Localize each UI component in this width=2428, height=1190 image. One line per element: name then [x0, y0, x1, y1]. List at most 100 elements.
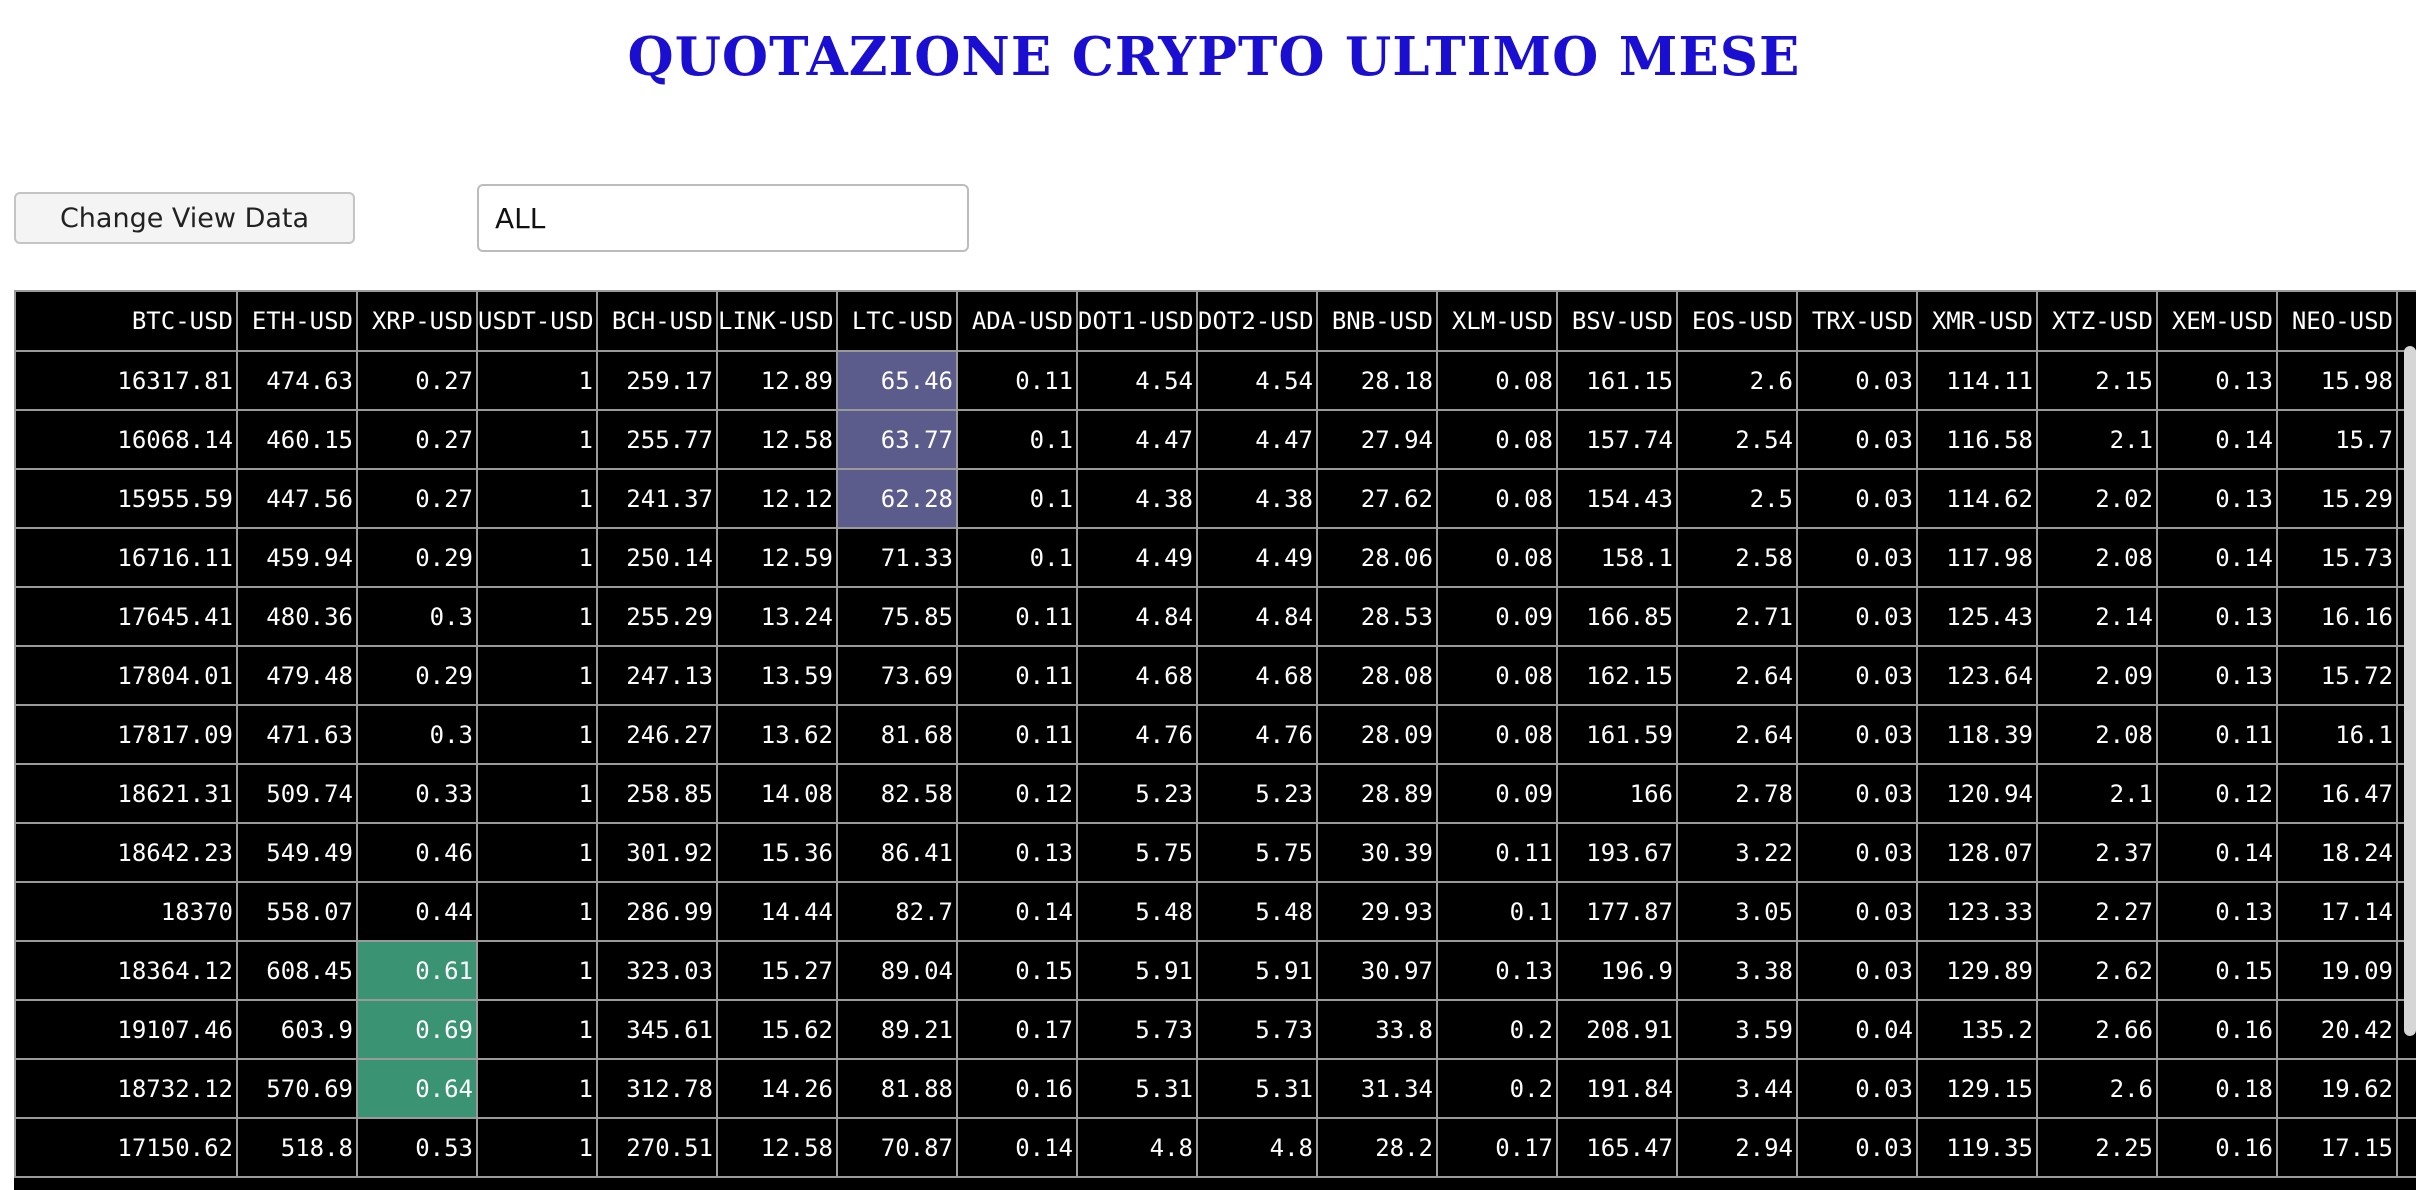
table-cell[interactable]: 480.36: [236, 586, 358, 647]
table-cell[interactable]: 128.07: [1916, 822, 2038, 883]
table-cell[interactable]: 608.45: [236, 940, 358, 1001]
table-cell[interactable]: 63.77: [836, 409, 958, 470]
table-cell[interactable]: 286.99: [596, 881, 718, 942]
table-cell[interactable]: 196.9: [1556, 940, 1678, 1001]
table-cell[interactable]: 73.69: [836, 645, 958, 706]
table-cell[interactable]: 259.17: [596, 350, 718, 411]
table-cell[interactable]: 0.1: [956, 409, 1078, 470]
table-cell[interactable]: 18364.12: [14, 940, 238, 1001]
change-view-data-button[interactable]: Change View Data: [14, 192, 355, 244]
table-cell[interactable]: 0.16: [956, 1058, 1078, 1119]
table-cell[interactable]: 2.54: [1676, 409, 1798, 470]
table-cell[interactable]: 154.43: [1556, 468, 1678, 529]
table-cell[interactable]: 4.38: [1076, 468, 1198, 529]
table-cell[interactable]: 158.1: [1556, 527, 1678, 588]
table-cell[interactable]: 14.08: [716, 763, 838, 824]
table-cell[interactable]: 208.91: [1556, 999, 1678, 1060]
table-cell[interactable]: 161.59: [1556, 704, 1678, 765]
table-cell[interactable]: 0.03: [1796, 881, 1918, 942]
table-cell[interactable]: 471.63: [236, 704, 358, 765]
table-cell[interactable]: 15.72: [2276, 645, 2398, 706]
table-cell[interactable]: 4.54: [1196, 350, 1318, 411]
table-cell[interactable]: 18642.23: [14, 822, 238, 883]
column-header[interactable]: DOT1-USD: [1076, 290, 1198, 352]
table-cell[interactable]: 0.1: [1436, 881, 1558, 942]
table-cell[interactable]: 12.59: [716, 527, 838, 588]
table-cell[interactable]: 0.08: [1436, 409, 1558, 470]
table-cell[interactable]: 603.9: [236, 999, 358, 1060]
table-cell[interactable]: 14.44: [716, 881, 838, 942]
table-cell[interactable]: 0.04: [1796, 999, 1918, 1060]
table-cell[interactable]: 125.43: [1916, 586, 2038, 647]
table-cell[interactable]: 18732.12: [14, 1058, 238, 1119]
table-cell[interactable]: 19.62: [2276, 1058, 2398, 1119]
table-cell[interactable]: 2.1: [2036, 763, 2158, 824]
table-cell[interactable]: 28.53: [1316, 586, 1438, 647]
table-cell[interactable]: 0.13: [2156, 586, 2278, 647]
table-cell[interactable]: 0.14: [2156, 409, 2278, 470]
table-cell[interactable]: 0.03: [1796, 763, 1918, 824]
table-cell[interactable]: 0.09: [1436, 586, 1558, 647]
table-cell[interactable]: 5.31: [1196, 1058, 1318, 1119]
column-header[interactable]: XLM-USD: [1436, 290, 1558, 352]
table-cell[interactable]: 2.64: [1676, 645, 1798, 706]
table-cell[interactable]: 2.09: [2036, 645, 2158, 706]
table-cell[interactable]: 15.7: [2276, 409, 2398, 470]
table-cell[interactable]: 28.2: [1316, 1117, 1438, 1178]
table-cell[interactable]: 1: [476, 409, 598, 470]
table-cell[interactable]: 2.25: [2036, 1117, 2158, 1178]
table-cell[interactable]: 3.59: [1676, 999, 1798, 1060]
column-header[interactable]: BCH-USD: [596, 290, 718, 352]
table-cell[interactable]: 17.15: [2276, 1117, 2398, 1178]
table-cell[interactable]: 166.85: [1556, 586, 1678, 647]
table-cell[interactable]: 4.76: [1196, 704, 1318, 765]
table-cell[interactable]: 4.49: [1196, 527, 1318, 588]
table-cell[interactable]: 4.8: [1076, 1117, 1198, 1178]
table-cell[interactable]: 4.38: [1196, 468, 1318, 529]
table-cell[interactable]: 15.62: [716, 999, 838, 1060]
table-cell[interactable]: 16317.81: [14, 350, 238, 411]
table-cell[interactable]: 17645.41: [14, 586, 238, 647]
table-cell[interactable]: 0.13: [2156, 468, 2278, 529]
table-cell[interactable]: 2.1: [2036, 409, 2158, 470]
table-cell[interactable]: 2.94: [1676, 1117, 1798, 1178]
table-cell[interactable]: 118.39: [1916, 704, 2038, 765]
table-cell[interactable]: 345.61: [596, 999, 718, 1060]
table-cell[interactable]: 33.8: [1316, 999, 1438, 1060]
table-cell[interactable]: 1: [476, 940, 598, 1001]
table-cell[interactable]: 177.87: [1556, 881, 1678, 942]
table-cell[interactable]: 28.08: [1316, 645, 1438, 706]
table-cell[interactable]: 0.11: [956, 350, 1078, 411]
table-cell[interactable]: 2.6: [1676, 350, 1798, 411]
table-cell[interactable]: 0.27: [356, 409, 478, 470]
table-cell[interactable]: 0.08: [1436, 704, 1558, 765]
table-cell[interactable]: 17804.01: [14, 645, 238, 706]
table-cell[interactable]: 13.24: [716, 586, 838, 647]
table-cell[interactable]: 114.62: [1916, 468, 2038, 529]
table-cell[interactable]: 570.69: [236, 1058, 358, 1119]
column-header[interactable]: NEO-USD: [2276, 290, 2398, 352]
table-cell[interactable]: 82.7: [836, 881, 958, 942]
table-cell[interactable]: 14.26: [716, 1058, 838, 1119]
table-cell[interactable]: 0.11: [956, 645, 1078, 706]
table-cell[interactable]: 157.74: [1556, 409, 1678, 470]
table-cell[interactable]: 2.71: [1676, 586, 1798, 647]
table-cell[interactable]: 0.17: [1436, 1117, 1558, 1178]
table-cell[interactable]: 75.85: [836, 586, 958, 647]
table-cell[interactable]: 62.28: [836, 468, 958, 529]
table-cell[interactable]: 162.15: [1556, 645, 1678, 706]
table-cell[interactable]: 0.17: [956, 999, 1078, 1060]
table-cell[interactable]: 89.21: [836, 999, 958, 1060]
table-cell[interactable]: 5.75: [1076, 822, 1198, 883]
table-cell[interactable]: 0.53: [356, 1117, 478, 1178]
table-cell[interactable]: 2.08: [2036, 704, 2158, 765]
table-cell[interactable]: 12.58: [716, 1117, 838, 1178]
table-cell[interactable]: 5.91: [1076, 940, 1198, 1001]
table-cell[interactable]: 29.93: [1316, 881, 1438, 942]
table-cell[interactable]: 89.04: [836, 940, 958, 1001]
table-cell[interactable]: 0.12: [956, 763, 1078, 824]
table-cell[interactable]: 0.29: [356, 645, 478, 706]
table-cell[interactable]: 4.54: [1076, 350, 1198, 411]
table-cell[interactable]: 1: [476, 468, 598, 529]
table-cell[interactable]: 0.3: [356, 586, 478, 647]
